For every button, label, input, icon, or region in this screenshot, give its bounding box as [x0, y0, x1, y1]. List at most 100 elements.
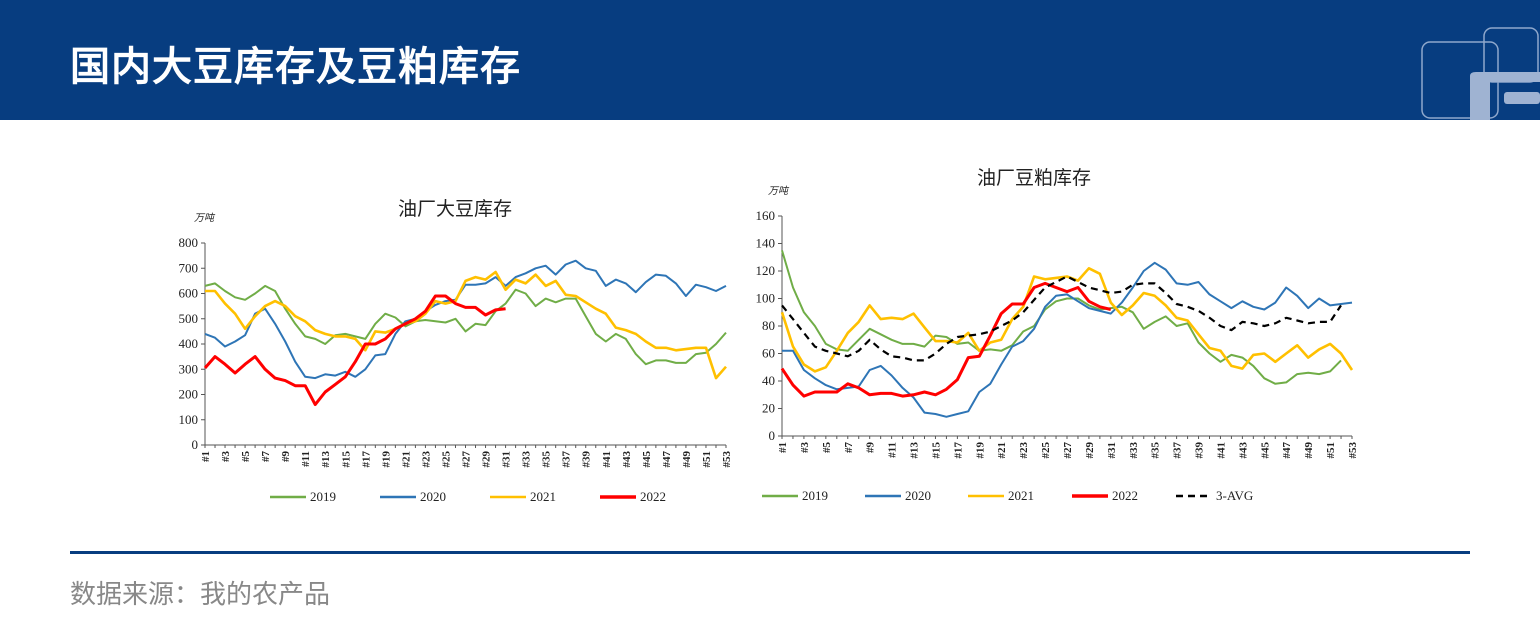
legend-label: 2022	[1112, 488, 1138, 503]
x-tick-label: #53	[1347, 442, 1359, 459]
x-tick-label: #45	[1259, 442, 1271, 459]
x-tick-label: #9	[280, 451, 292, 463]
x-tick-label: #41	[601, 451, 613, 468]
x-tick-label: #25	[440, 451, 452, 468]
x-tick-label: #1	[777, 442, 789, 453]
x-tick-label: #35	[1150, 442, 1162, 459]
legend-label: 2021	[530, 489, 556, 504]
y-tick-label: 0	[769, 428, 776, 443]
x-tick-label: #51	[701, 451, 713, 468]
x-tick-label: #11	[887, 442, 899, 458]
series-line-2021	[780, 267, 1354, 373]
series-line-2019	[781, 250, 1342, 385]
x-tick-label: #3	[799, 442, 811, 454]
x-tick-label: #19	[380, 451, 392, 468]
y-tick-label: 80	[762, 318, 775, 333]
company-logo-icon	[1421, 27, 1540, 120]
soymeal-inventory-chart: 油厂豆粕库存 万吨 0 20 40 60 80 100 120 140 160 #1 #3 #5 #7 #…	[756, 167, 1360, 503]
x-tick-label: #51	[1325, 442, 1337, 459]
x-tick-label: #1	[200, 451, 212, 462]
y-tick-label: 200	[179, 387, 199, 402]
series-line-2020	[204, 259, 727, 380]
y-tick-label: 160	[756, 208, 776, 223]
y-tick-label: 60	[762, 346, 775, 361]
x-tick-label: #33	[1128, 442, 1140, 459]
header-banner: 国内大豆库存及豆粕库存	[0, 0, 1540, 120]
x-tick-label: #29	[481, 451, 493, 468]
chart-title: 油厂豆粕库存	[977, 167, 1091, 189]
y-tick-label: 120	[756, 263, 776, 278]
legend-label: 3-AVG	[1216, 488, 1253, 503]
x-tick-label: #31	[1106, 442, 1118, 459]
y-tick-label: 0	[192, 437, 199, 452]
x-tick-label: #41	[1215, 442, 1227, 459]
x-tick-label: #43	[621, 451, 633, 468]
x-tick-label: #9	[865, 442, 877, 454]
y-tick-label: 100	[756, 291, 776, 306]
x-tick-label: #11	[300, 451, 312, 467]
x-tick-label: #17	[952, 442, 964, 459]
x-tick-label: #7	[843, 442, 855, 454]
x-tick-label: #15	[340, 451, 352, 468]
footer-divider	[70, 551, 1470, 554]
x-tick-label: #45	[641, 451, 653, 468]
y-tick-label: 500	[179, 311, 199, 326]
x-tick-label: #39	[1194, 442, 1206, 459]
y-tick-label: 140	[756, 236, 776, 251]
series-line-2020	[782, 261, 1353, 418]
x-tick-label: #7	[260, 451, 272, 463]
x-tick-label: #37	[561, 451, 573, 468]
y-tick-label: 700	[179, 260, 199, 275]
data-source: 数据来源：我的农产品	[70, 580, 331, 610]
x-tick-label: #15	[930, 442, 942, 459]
chart-title: 油厂大豆库存	[398, 198, 512, 220]
x-tick-label: #21	[996, 442, 1008, 459]
legend-label: 2019	[310, 489, 336, 504]
y-tick-label: 40	[762, 373, 775, 388]
legend-label: 2020	[420, 489, 446, 504]
y-axis-unit: 万吨	[768, 185, 790, 197]
x-tick-label: #23	[1018, 442, 1030, 459]
x-tick-label: #33	[521, 451, 533, 468]
x-tick-label: #27	[1062, 442, 1074, 459]
y-tick-label: 400	[179, 336, 199, 351]
x-tick-label: #21	[400, 451, 412, 468]
x-tick-label: #25	[1040, 442, 1052, 459]
x-tick-label: #49	[1303, 442, 1315, 459]
x-tick-label: #49	[681, 451, 693, 468]
x-tick-label: #5	[821, 442, 833, 454]
soybean-inventory-chart: 油厂大豆库存 万吨 0 100 200 300 400 500 600 700 800 #1 #3 #…	[179, 198, 734, 504]
x-tick-label: #47	[1281, 442, 1293, 459]
y-tick-label: 20	[762, 401, 775, 416]
legend-label: 2019	[802, 488, 828, 503]
x-tick-label: #31	[501, 451, 513, 468]
x-tick-label: #13	[320, 451, 332, 468]
legend-label: 2020	[905, 488, 931, 503]
y-tick-label: 800	[179, 235, 199, 250]
series-line-2021	[205, 270, 727, 380]
y-tick-label: 600	[179, 286, 199, 301]
x-tick-label: #19	[974, 442, 986, 459]
x-tick-label: #5	[240, 451, 252, 463]
x-tick-label: #29	[1084, 442, 1096, 459]
x-tick-label: #47	[661, 451, 673, 468]
y-axis-unit: 万吨	[194, 212, 216, 224]
page-title: 国内大豆库存及豆粕库存	[70, 43, 521, 90]
y-tick-label: 100	[179, 412, 199, 427]
x-tick-label: #3	[220, 451, 232, 463]
series-line-3-avg	[781, 275, 1342, 362]
x-tick-label: #53	[721, 451, 733, 468]
series-line-2019	[204, 282, 727, 366]
series-line-2022	[780, 281, 1112, 398]
x-tick-label: #13	[909, 442, 921, 459]
legend-label: 2021	[1008, 488, 1034, 503]
legend-label: 2022	[640, 489, 666, 504]
x-tick-label: #37	[1172, 442, 1184, 459]
x-tick-label: #39	[581, 451, 593, 468]
x-tick-label: #35	[541, 451, 553, 468]
x-tick-label: #43	[1237, 442, 1249, 459]
x-tick-label: #17	[360, 451, 372, 468]
series-line-2022	[203, 294, 506, 407]
x-tick-label: #23	[420, 451, 432, 468]
y-tick-label: 300	[179, 361, 199, 376]
